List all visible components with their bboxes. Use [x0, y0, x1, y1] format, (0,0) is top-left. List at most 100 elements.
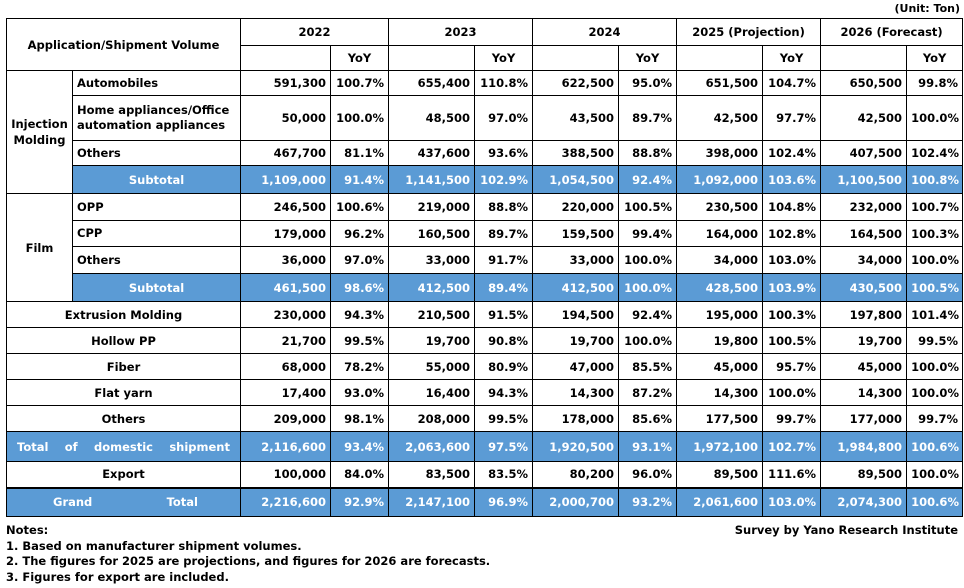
- yoy-cell: 100.0%: [618, 327, 678, 354]
- yoy-cell: 100.0%: [906, 246, 964, 274]
- yoy-cell: 103.0%: [762, 246, 822, 274]
- header-year: 2025 (Projection): [676, 18, 822, 46]
- volume-cell: 177,000: [820, 405, 908, 432]
- yoy-cell: 100.0%: [906, 95, 964, 141]
- volume-cell: 55,000: [388, 353, 476, 380]
- yoy-cell: 93.1%: [618, 431, 678, 462]
- yoy-cell: 99.5%: [906, 327, 964, 354]
- table-row: Grand Total 2,216,600 92.9% 2,147,100 96.9% 2…: [6, 486, 964, 517]
- yoy-cell: 85.6%: [618, 405, 678, 432]
- volume-cell: 651,500: [676, 70, 764, 96]
- yoy-cell: 101.4%: [906, 301, 964, 328]
- yoy-cell: 103.6%: [762, 165, 822, 194]
- volume-cell: 1,054,500: [532, 165, 620, 194]
- yoy-cell: 100.7%: [329, 70, 390, 96]
- yoy-cell: 100.6%: [906, 431, 964, 462]
- yoy-cell: 97.0%: [474, 95, 534, 141]
- volume-cell: 2,074,300: [820, 486, 908, 517]
- yoy-cell: 87.2%: [618, 379, 678, 406]
- header-year: 2022: [239, 18, 390, 46]
- volume-cell: 19,700: [820, 327, 908, 354]
- yoy-cell: 100.0%: [906, 379, 964, 406]
- yoy-cell: 100.0%: [906, 353, 964, 380]
- source-credit: Survey by Yano Research Institute: [734, 523, 958, 537]
- table-body: Injection Molding Automobiles 591,300 100.7…: [6, 70, 964, 517]
- yoy-cell: 100.6%: [906, 486, 964, 517]
- yoy-cell: 103.9%: [762, 273, 822, 302]
- total-domestic-label: Total of domestic shipment: [6, 431, 241, 462]
- volume-cell: 246,500: [240, 193, 331, 221]
- volume-cell: 33,000: [532, 246, 620, 274]
- yoy-cell: 103.0%: [762, 486, 822, 517]
- group-label-injection-molding: Injection Molding: [6, 70, 73, 194]
- header-blank: [388, 45, 476, 71]
- yoy-cell: 92.4%: [618, 165, 678, 194]
- volume-cell: 2,216,600: [240, 486, 331, 517]
- yoy-cell: 104.8%: [762, 193, 822, 221]
- yoy-cell: 91.5%: [474, 301, 534, 328]
- table-row: Injection Molding Automobiles 591,300 100.7…: [6, 70, 964, 194]
- row-label: Hollow PP: [6, 327, 241, 354]
- volume-cell: 209,000: [240, 405, 331, 432]
- yoy-cell: 97.7%: [762, 95, 822, 141]
- yoy-cell: 88.8%: [618, 140, 678, 166]
- volume-cell: 89,500: [820, 461, 908, 488]
- grand-total-label: Grand Total: [6, 486, 241, 517]
- yoy-cell: 94.3%: [474, 379, 534, 406]
- table-row: Flat yarn 17,400 93.0% 16,400 94.3% 14,300 87.…: [6, 379, 964, 406]
- yoy-cell: 96.9%: [474, 486, 534, 517]
- yoy-cell: 94.3%: [329, 301, 390, 328]
- yoy-cell: 89.7%: [474, 220, 534, 247]
- yoy-cell: 93.0%: [329, 379, 390, 406]
- volume-cell: 100,000: [240, 461, 331, 488]
- yoy-cell: 83.5%: [474, 461, 534, 488]
- header-yoy: YoY: [329, 45, 390, 71]
- header-blank: [532, 45, 620, 71]
- yoy-cell: 100.6%: [329, 193, 390, 221]
- table-row: Hollow PP 21,700 99.5% 19,700 90.8% 19,700 100…: [6, 327, 964, 354]
- yoy-cell: 97.0%: [329, 246, 390, 274]
- row-label: OPP: [72, 193, 241, 221]
- volume-cell: 83,500: [388, 461, 476, 488]
- volume-cell: 159,500: [532, 220, 620, 247]
- volume-cell: 164,500: [820, 220, 908, 247]
- volume-cell: 2,063,600: [388, 431, 476, 462]
- yoy-cell: 97.5%: [474, 431, 534, 462]
- row-label: Fiber: [6, 353, 241, 380]
- volume-cell: 33,000: [388, 246, 476, 274]
- header-app-label: Application/Shipment Volume: [6, 18, 241, 71]
- yoy-cell: 90.8%: [474, 327, 534, 354]
- volume-cell: 398,000: [676, 140, 764, 166]
- volume-cell: 1,100,500: [820, 165, 908, 194]
- yoy-cell: 100.8%: [906, 165, 964, 194]
- volume-cell: 195,000: [676, 301, 764, 328]
- yoy-cell: 100.0%: [618, 246, 678, 274]
- volume-cell: 210,500: [388, 301, 476, 328]
- yoy-cell: 99.4%: [618, 220, 678, 247]
- yoy-cell: 98.1%: [329, 405, 390, 432]
- volume-cell: 14,300: [676, 379, 764, 406]
- row-label: Others: [72, 246, 241, 274]
- yoy-cell: 91.4%: [329, 165, 390, 194]
- row-label: Extrusion Molding: [6, 301, 241, 328]
- note-item: 2. The figures for 2025 are projections,…: [6, 554, 491, 568]
- yoy-cell: 100.0%: [618, 273, 678, 302]
- yoy-cell: 100.0%: [762, 379, 822, 406]
- volume-cell: 388,500: [532, 140, 620, 166]
- row-label: Others: [6, 405, 241, 432]
- volume-cell: 220,000: [532, 193, 620, 221]
- volume-cell: 164,000: [676, 220, 764, 247]
- yoy-cell: 100.0%: [329, 95, 390, 141]
- volume-cell: 412,500: [388, 273, 476, 302]
- table-row: Others 209,000 98.1% 208,000 99.5% 178,000 85.…: [6, 405, 964, 432]
- table-row: Others 36,000 97.0% 33,000 91.7% 33,000 100.0%…: [7, 246, 964, 274]
- volume-cell: 43,500: [532, 95, 620, 141]
- volume-cell: 655,400: [388, 70, 476, 96]
- volume-cell: 437,600: [388, 140, 476, 166]
- volume-cell: 208,000: [388, 405, 476, 432]
- yoy-cell: 96.0%: [618, 461, 678, 488]
- yoy-cell: 99.5%: [474, 405, 534, 432]
- volume-cell: 48,500: [388, 95, 476, 141]
- subtotal-label: Subtotal: [72, 273, 241, 302]
- yoy-cell: 84.0%: [329, 461, 390, 488]
